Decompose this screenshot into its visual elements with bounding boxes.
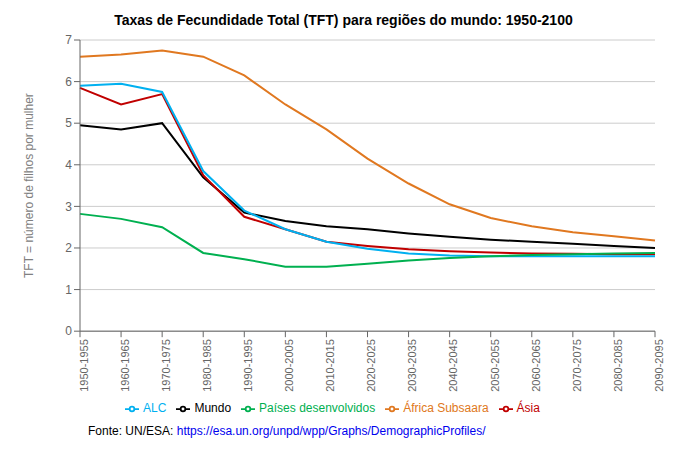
svg-text:2080-2085: 2080-2085 [612,339,624,392]
svg-text:2090-2095: 2090-2095 [653,339,665,392]
html-text:Ásia: Ásia [516,401,540,416]
svg-text:2030-2035: 2030-2035 [406,339,418,392]
svg-text:2070-2075: 2070-2075 [571,339,583,392]
svg-text:3: 3 [65,200,72,214]
svg-text:7: 7 [65,33,72,47]
svg-text:2050-2055: 2050-2055 [489,339,501,392]
svg-text:1950-1955: 1950-1955 [78,339,90,392]
html-text:Mundo: Mundo [194,401,232,416]
svg-text:1970-1975: 1970-1975 [160,339,172,392]
html-text:Países desenvolvidos: Países desenvolvidos [259,401,376,416]
svg-text:1980-1985: 1980-1985 [201,339,213,392]
svg-text:1960-1965: 1960-1965 [119,339,131,392]
svg-text:2000-2005: 2000-2005 [283,339,295,392]
svg-text:2040-2045: 2040-2045 [447,339,459,392]
svg-text:1990-1995: 1990-1995 [242,339,254,392]
svg-text:6: 6 [65,75,72,89]
html-text:África Subsaara: África Subsaara [403,401,489,416]
html-text:Taxas de Fecundidade Total (TF: Taxas de Fecundidade Total (TFT) para re… [114,12,573,28]
svg-text:4: 4 [65,158,72,172]
svg-text:1: 1 [65,283,72,297]
html-text:Fonte: UN/ESA: https://esa.un.: Fonte: UN/ESA: https://esa.un.org/unpd/w… [88,424,486,438]
svg-text:5: 5 [65,116,72,130]
svg-text:2060-2065: 2060-2065 [530,339,542,392]
html-text:ALC: ALC [143,401,167,416]
svg-text:2: 2 [65,241,72,255]
svg-text:0: 0 [65,324,72,338]
svg-text:2020-2025: 2020-2025 [365,339,377,392]
svg-text:TFT = número de filhos por mul: TFT = número de filhos por mulher [22,93,36,278]
svg-text:2010-2015: 2010-2015 [324,339,336,392]
